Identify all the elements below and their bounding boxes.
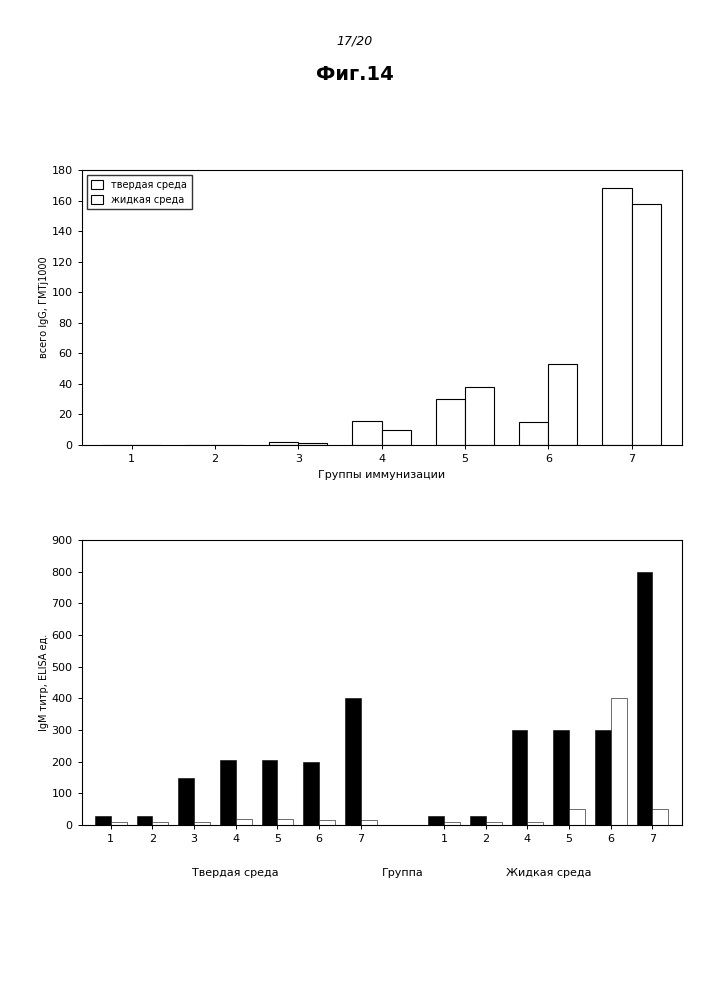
Y-axis label: IgM титр, ELISA ед.: IgM титр, ELISA ед. [39, 634, 49, 731]
Bar [352, 421, 382, 445]
Bar [428, 816, 444, 825]
Bar [548, 364, 577, 445]
Bar [261, 760, 278, 825]
Legend: твердая среда, жидкая среда: твердая среда, жидкая среда [87, 175, 192, 209]
Bar [637, 572, 652, 825]
Bar [278, 819, 293, 825]
Bar [345, 698, 361, 825]
Bar [512, 730, 528, 825]
Text: Группа: Группа [381, 868, 423, 878]
Bar [436, 399, 465, 445]
Bar [444, 822, 460, 825]
Bar [95, 816, 111, 825]
Bar [603, 188, 632, 445]
Bar [194, 822, 210, 825]
Bar [236, 819, 251, 825]
Text: Твердая среда: Твердая среда [192, 868, 279, 878]
Bar [319, 820, 335, 825]
Bar [111, 822, 126, 825]
Bar [361, 820, 376, 825]
Bar [220, 760, 236, 825]
X-axis label: Группы иммунизации: Группы иммунизации [318, 470, 445, 480]
Bar [178, 778, 194, 825]
Bar [595, 730, 611, 825]
Bar [632, 204, 661, 445]
Bar [611, 698, 627, 825]
Text: Жидкая среда: Жидкая среда [506, 868, 591, 878]
Bar [269, 442, 298, 445]
Bar [470, 816, 486, 825]
Text: Фиг.14: Фиг.14 [316, 65, 394, 84]
Bar [303, 762, 319, 825]
Text: 17/20: 17/20 [337, 35, 373, 48]
Bar [569, 809, 585, 825]
Bar [382, 430, 411, 445]
Bar [486, 822, 502, 825]
Bar [465, 387, 494, 445]
Bar [519, 422, 548, 445]
Bar [298, 443, 327, 445]
Y-axis label: всего IgG, ГМТј1000: всего IgG, ГМТј1000 [39, 257, 49, 358]
Bar [528, 822, 543, 825]
Bar [136, 816, 153, 825]
Bar [652, 809, 668, 825]
Bar [553, 730, 569, 825]
Bar [153, 822, 168, 825]
